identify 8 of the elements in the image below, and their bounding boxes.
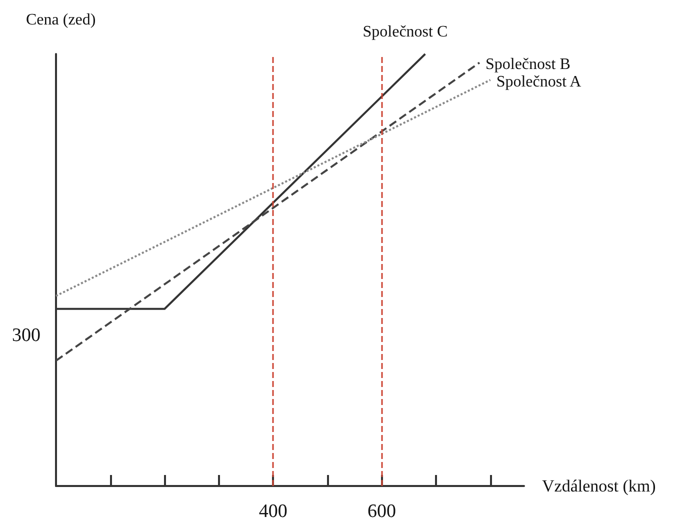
series-label: Společnost A xyxy=(496,73,582,90)
x-axis-title: Vzdálenost (km) xyxy=(542,476,656,496)
x-tick-label: 400 xyxy=(258,501,288,521)
text: 300 xyxy=(12,325,40,346)
y-axis-title: Cena (zed) xyxy=(26,12,96,28)
series-label: Společnost B xyxy=(485,56,570,74)
series-label: Společnost C xyxy=(362,24,448,40)
x-tick-label: 600 xyxy=(368,501,396,521)
